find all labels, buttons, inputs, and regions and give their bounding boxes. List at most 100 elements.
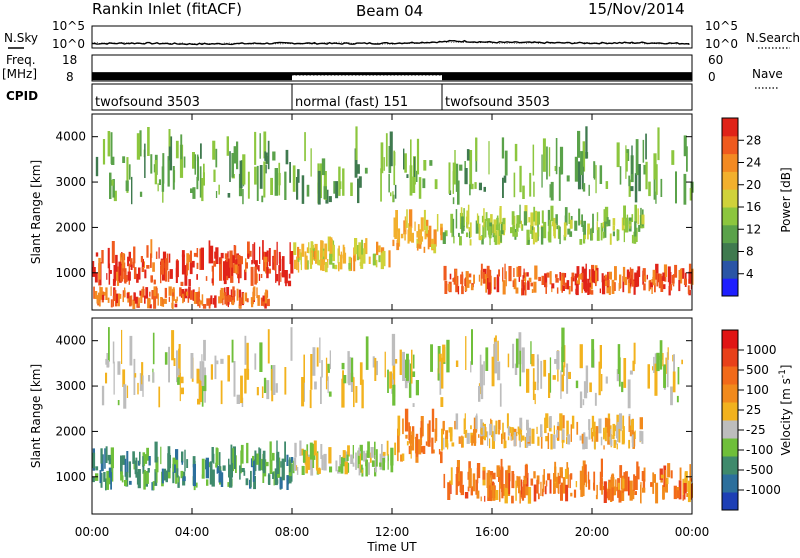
station-title: Rankin Inlet (fitACF) <box>92 0 242 18</box>
velocity-cell <box>201 361 205 386</box>
velocity-cell <box>487 484 490 498</box>
velocity-cell <box>404 378 408 389</box>
velocity-cell <box>518 428 522 435</box>
power-cell <box>591 227 594 241</box>
power-cell <box>196 156 199 181</box>
velocity-cell <box>227 355 230 382</box>
cpid-segment-label: twofsound 3503 <box>445 95 550 110</box>
power-cell <box>453 277 456 285</box>
power-cell <box>147 127 150 156</box>
power-cell <box>600 222 603 241</box>
power-cell <box>563 234 567 241</box>
power-cell <box>590 228 593 241</box>
nsearch-label: N.Search <box>746 31 800 45</box>
velocity-cell <box>148 456 151 466</box>
power-cell <box>263 161 266 198</box>
power-cell <box>117 293 121 299</box>
velocity-cell <box>583 432 586 440</box>
power-cell <box>284 171 287 200</box>
power-cell <box>512 225 516 237</box>
velocity-cell <box>108 467 112 478</box>
velocity-cell <box>683 491 686 500</box>
velocity-cell <box>272 472 274 479</box>
power-cell <box>223 261 227 281</box>
power-cell <box>464 168 468 185</box>
velocity-cell <box>482 426 485 436</box>
velocity-cell <box>321 455 324 471</box>
velocity-cell <box>175 463 178 484</box>
velocity-cell <box>569 474 571 489</box>
velocity-cell <box>466 432 470 444</box>
velocity-cell <box>553 483 556 491</box>
velocity-cell <box>329 466 333 473</box>
velocity-cell <box>681 359 683 365</box>
velocity-cell <box>180 470 184 479</box>
power-cell <box>484 218 487 238</box>
power-cell <box>236 288 239 301</box>
power-cell <box>101 250 104 264</box>
power-cell <box>486 275 489 280</box>
velocity-cell <box>271 369 274 402</box>
power-cell <box>133 292 136 301</box>
power-cell <box>208 298 211 309</box>
velocity-cell <box>603 481 607 503</box>
power-cell <box>589 276 593 290</box>
velocity-cell <box>473 429 477 444</box>
power-cell <box>247 171 250 199</box>
velocity-cell <box>634 491 637 495</box>
power-cell <box>588 269 591 280</box>
power-cell <box>570 277 573 292</box>
power-cell <box>141 258 144 267</box>
power-cell <box>650 282 653 288</box>
power-cell <box>360 254 364 269</box>
velocity-cell <box>382 451 386 456</box>
velocity-cell <box>455 360 459 367</box>
power-cell <box>488 141 490 175</box>
velocity-cell <box>665 481 668 493</box>
velocity-cell <box>357 450 361 469</box>
power-cell <box>638 164 641 192</box>
power-cell <box>459 236 462 246</box>
velocity-cell <box>582 433 586 446</box>
velocity-cell <box>409 440 412 452</box>
power-cell <box>538 276 541 282</box>
power-cell <box>179 287 182 297</box>
power-cell <box>574 220 578 231</box>
power-cell <box>579 239 583 245</box>
velocity-cell <box>632 431 636 447</box>
velocity-cell <box>545 436 549 442</box>
power-cell <box>245 292 248 302</box>
velocity-cell <box>449 427 453 437</box>
velocity-cell <box>676 490 680 499</box>
power-cell <box>112 179 115 198</box>
velocity-cell <box>579 344 583 369</box>
velocity-cell <box>367 462 370 475</box>
power-cell <box>111 156 115 165</box>
velocity-cell <box>561 482 564 494</box>
power-cell <box>574 273 577 286</box>
velocity-cell <box>420 421 423 438</box>
velocity-cell <box>346 462 350 473</box>
velocity-cell <box>556 350 560 370</box>
velocity-cell <box>370 447 374 458</box>
power-cell <box>276 241 278 266</box>
power-cell <box>124 287 126 298</box>
velocity-swatch <box>722 420 738 439</box>
velocity-cell <box>562 477 566 494</box>
velocity-cell <box>590 427 593 439</box>
power-cell <box>619 166 622 185</box>
velocity-cell <box>501 473 504 493</box>
velocity-cell <box>588 419 591 430</box>
velocity-cell <box>291 457 294 463</box>
velocity-cell <box>443 437 445 450</box>
power-cell <box>306 247 309 253</box>
velocity-cell <box>639 417 643 430</box>
velocity-cell <box>484 495 486 502</box>
velocity-cell <box>265 461 269 467</box>
power-cell <box>252 244 254 264</box>
power-cell <box>157 183 159 192</box>
velocity-cell <box>654 363 658 396</box>
velocity-cell <box>519 434 521 448</box>
velocity-cell <box>522 481 526 498</box>
power-cell <box>527 239 530 245</box>
